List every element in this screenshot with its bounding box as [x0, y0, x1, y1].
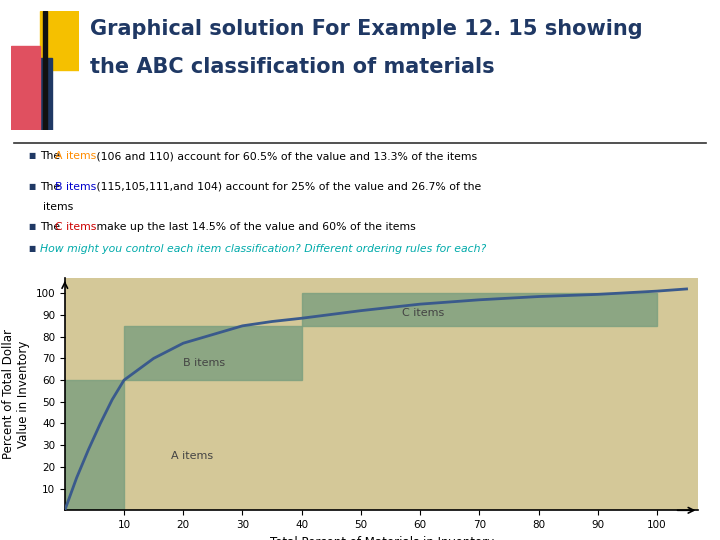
- Bar: [302, 293, 657, 326]
- Text: The: The: [40, 222, 63, 232]
- Bar: [11, 46, 40, 130]
- Text: items: items: [43, 202, 73, 212]
- Text: ■: ■: [29, 151, 36, 160]
- Text: B items: B items: [55, 182, 96, 192]
- Text: make up the last 14.5% of the value and 60% of the items: make up the last 14.5% of the value and …: [93, 222, 415, 232]
- X-axis label: Total Percent of Materials in Inventory: Total Percent of Materials in Inventory: [269, 536, 494, 540]
- Text: C items: C items: [402, 308, 444, 318]
- Y-axis label: Percent of Total Dollar
Value in Inventory: Percent of Total Dollar Value in Invento…: [2, 329, 30, 459]
- Bar: [65, 380, 124, 510]
- Bar: [11, 58, 52, 130]
- Text: A items: A items: [171, 451, 214, 461]
- Text: ■: ■: [29, 182, 36, 191]
- Bar: [124, 326, 302, 380]
- Text: The: The: [40, 182, 63, 192]
- Text: (115,105,111,and 104) account for 25% of the value and 26.7% of the: (115,105,111,and 104) account for 25% of…: [93, 182, 481, 192]
- Text: How might you control each item classification? Different ordering rules for eac: How might you control each item classifi…: [40, 244, 486, 254]
- Text: (106 and 110) account for 60.5% of the value and 13.3% of the items: (106 and 110) account for 60.5% of the v…: [93, 151, 477, 161]
- Bar: [40, 11, 79, 70]
- Text: ■: ■: [29, 244, 36, 253]
- Text: Graphical solution For Example 12. 15 showing: Graphical solution For Example 12. 15 sh…: [90, 19, 643, 39]
- Text: the ABC classification of materials: the ABC classification of materials: [90, 57, 495, 77]
- Text: ■: ■: [29, 222, 36, 231]
- Text: A items: A items: [55, 151, 96, 161]
- Text: B items: B items: [183, 357, 225, 368]
- Bar: [43, 11, 47, 130]
- Text: The: The: [40, 151, 63, 161]
- Text: C items: C items: [55, 222, 96, 232]
